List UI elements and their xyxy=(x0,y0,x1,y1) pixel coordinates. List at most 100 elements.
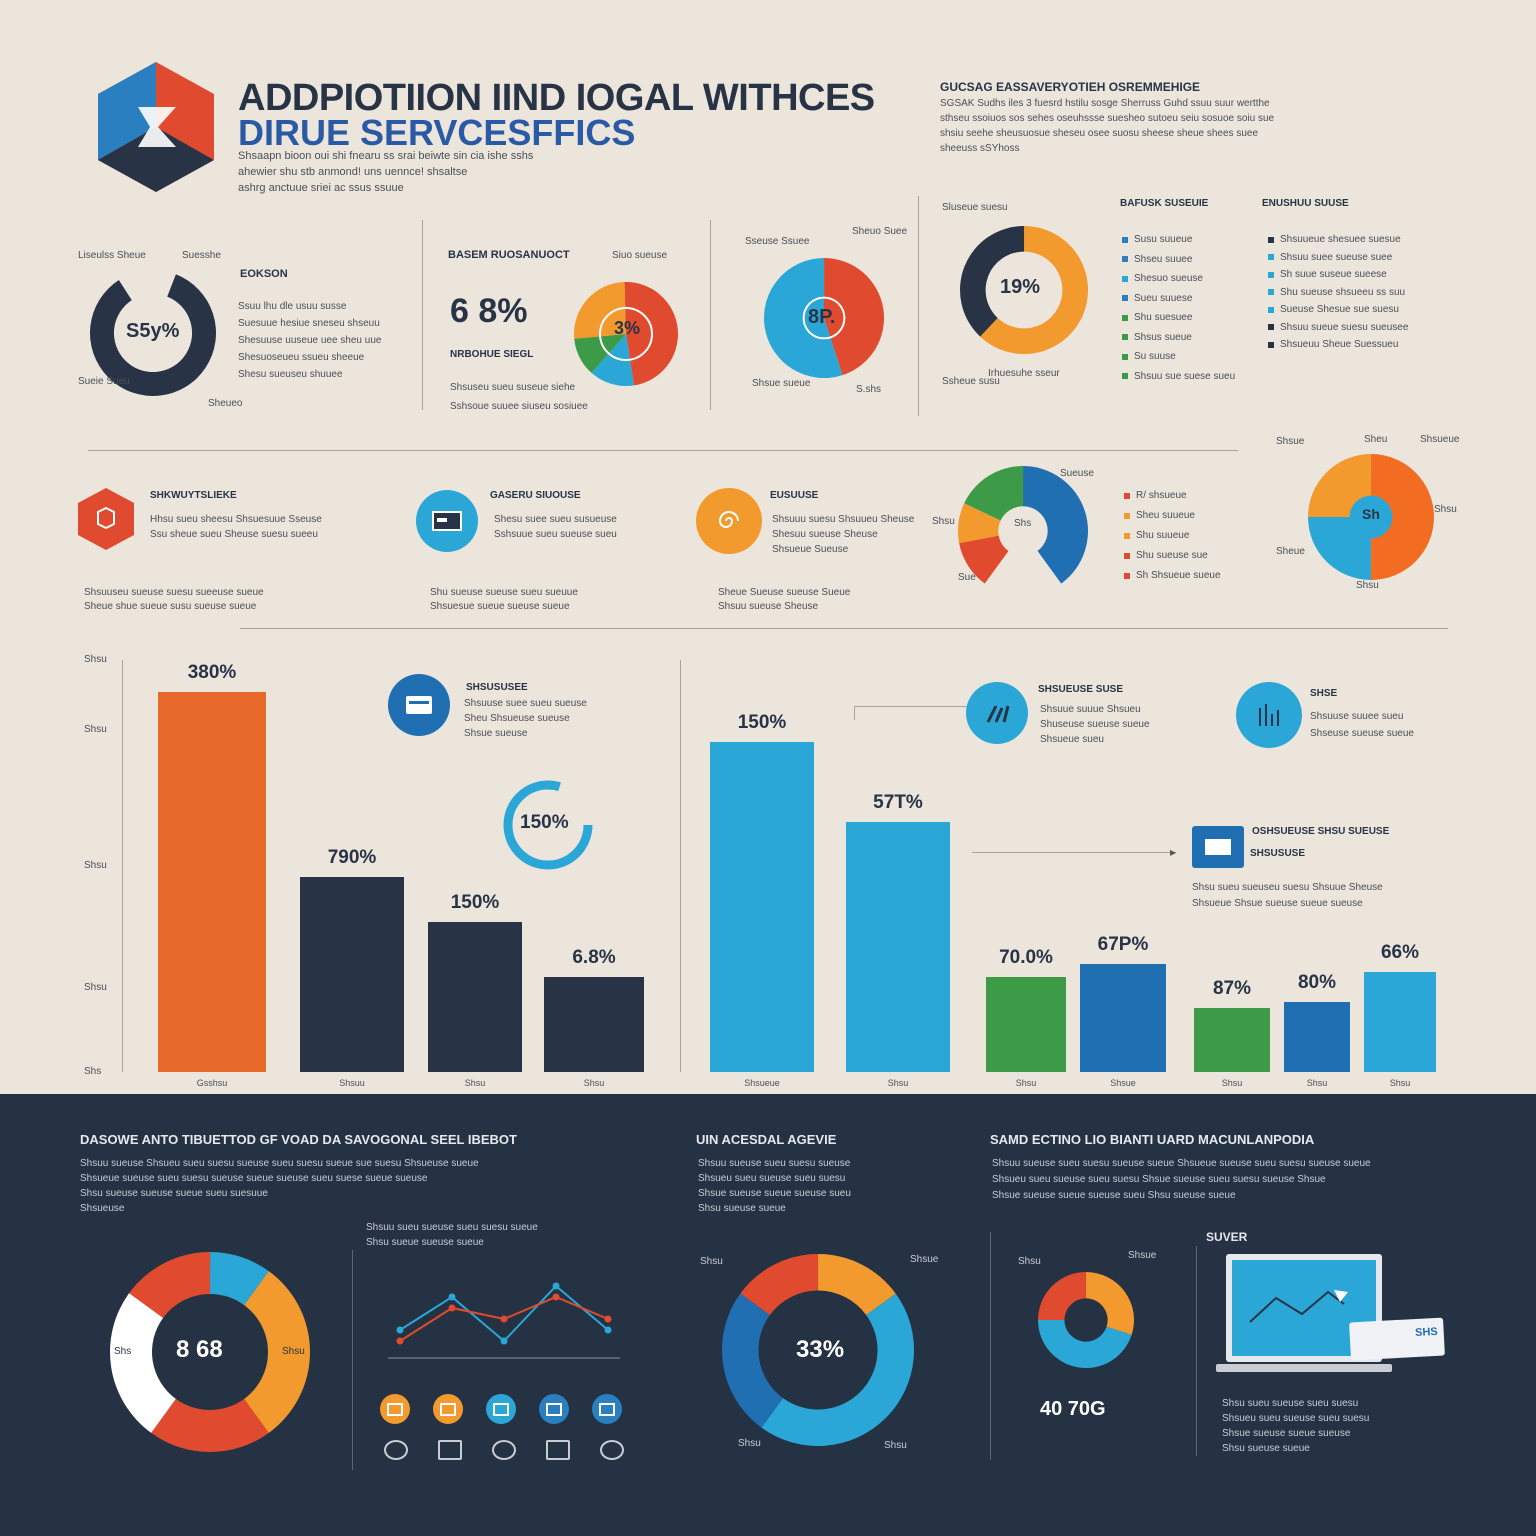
feature1-foot: Shsuuseu sueuse suesu sueeuse sueue Sheu… xyxy=(84,587,264,612)
pie3-slice-0 xyxy=(824,258,884,376)
line-point xyxy=(500,1337,508,1345)
callout-label: Siuo sueuse xyxy=(612,250,668,261)
line-point xyxy=(500,1315,508,1323)
legend-swatch xyxy=(1268,324,1274,330)
legend-item: Sh suue suseue sueese xyxy=(1268,269,1387,280)
legend-item: Sueuse Shesue sue suesu xyxy=(1268,304,1399,315)
legend-swatch xyxy=(1122,334,1128,340)
bar-category-label: Shsu xyxy=(1389,1078,1411,1088)
darkdonut2-slice-2 xyxy=(722,1293,783,1428)
legend-swatch xyxy=(1124,532,1130,539)
legend-swatch xyxy=(1124,512,1130,519)
donut-chart-5 xyxy=(958,466,1088,596)
callout2-text: Shsuue suuue Shsueu Shuseuse sueuse sueu… xyxy=(1040,704,1150,745)
callout4-text: Shsu sueu sueuseu suesu Shsuue Sheuse Sh… xyxy=(1192,882,1383,909)
legend-item: Shesuo sueuse xyxy=(1122,273,1203,284)
legend-col2-title: ENUSHUU SUUSE xyxy=(1262,198,1349,209)
bar-category-label: Shsue xyxy=(1110,1078,1136,1088)
card-icon xyxy=(388,674,450,736)
darkdonut-slice-0 xyxy=(210,1252,269,1306)
pie6-center: Sh xyxy=(1362,506,1380,522)
logo-hexagon xyxy=(98,62,214,192)
bar-category-label: Shsuu xyxy=(339,1078,365,1088)
divider xyxy=(240,628,1448,629)
spiral-icon xyxy=(696,488,762,554)
legend-item: Sueu suuese xyxy=(1122,293,1192,304)
line-chart xyxy=(388,1282,620,1359)
callout2-title: SHSUEUSE SUSE xyxy=(1038,684,1124,695)
line-point xyxy=(396,1326,404,1334)
legend-label: Shsuu sueue suesu sueusee xyxy=(1280,321,1409,333)
darkdonut-slice-2 xyxy=(151,1398,269,1452)
legend-label: Su suuse xyxy=(1134,351,1176,362)
donut4-value: 19% xyxy=(1000,276,1041,298)
donut5-slice-3 xyxy=(958,503,1001,544)
y-tick-label: Shs xyxy=(84,1066,102,1077)
donut1-text: Ssuu lhu dle usuu susse Suesuue hesiue s… xyxy=(238,301,382,380)
darkdonut3-slice-2 xyxy=(1038,1272,1087,1320)
bar xyxy=(1364,972,1436,1072)
donut-chart-4 xyxy=(960,226,1088,354)
line-point xyxy=(396,1337,404,1345)
pie-chart-3 xyxy=(764,258,884,378)
legend-swatch xyxy=(1124,572,1130,579)
tablet-icon xyxy=(546,1440,570,1460)
callout-label: Sheuo Suee xyxy=(852,226,908,237)
callout-label: Shsu xyxy=(1434,504,1457,515)
legend-item: Su suuse xyxy=(1122,351,1176,362)
header-right-heading: GUCSAG EASSAVERYOTIEH OSREMMEHIGE xyxy=(940,80,1201,94)
legend-swatch xyxy=(1268,289,1274,295)
dark-donut2-value: 33% xyxy=(796,1336,845,1363)
legend-swatch xyxy=(1122,236,1128,243)
legend-swatch xyxy=(1122,314,1128,321)
callout-label: Shsue xyxy=(910,1254,939,1265)
feature3-text: Shsuuu suesu Shsuueu Sheuse Shesuu sueus… xyxy=(772,514,915,555)
box-icon xyxy=(78,488,134,550)
legend-item: Shu suesuee xyxy=(1122,312,1192,323)
divider xyxy=(1196,1246,1197,1456)
legend-item: Shsus sueue xyxy=(1122,332,1192,343)
legend-item: R/ shsueue xyxy=(1124,490,1187,501)
darkdonut2-slice-3 xyxy=(740,1254,819,1315)
legend-label: Shsus sueue xyxy=(1134,331,1192,343)
bar-category-label: Shsu xyxy=(887,1078,909,1088)
legend-item: Shsuu suee sueuse suee xyxy=(1268,252,1392,263)
bar-category-label: Shsu xyxy=(1015,1078,1037,1088)
legend-item: Shu suueue xyxy=(1124,530,1189,541)
pie-chart-2 xyxy=(574,282,678,386)
donut5-slice-4 xyxy=(964,466,1024,521)
legend-label: Shsueuu Sheue Suessueu xyxy=(1280,339,1399,350)
darkdonut-slice-1 xyxy=(244,1271,310,1433)
legend-label: Shu suesuee xyxy=(1134,312,1193,323)
pie2-slice-3 xyxy=(574,282,626,339)
feature3-foot: Sheue Sueuse sueuse Sueue Shsuu sueuse S… xyxy=(718,587,851,612)
legend-swatch xyxy=(1268,306,1274,313)
bar xyxy=(1080,964,1166,1072)
dark-col2-text: Shsuu sueuse sueu suesu sueuse Shsueu su… xyxy=(698,1158,851,1214)
dark-col1-title: DASOWE ANTO TIBUETTOD GF VOAD DA SAVOGON… xyxy=(80,1132,517,1147)
callout-label: Shsue xyxy=(1128,1250,1157,1261)
callout-label: Sluseue suesu xyxy=(942,202,1008,213)
legend-swatch xyxy=(1122,353,1128,360)
globe-icon xyxy=(486,1394,516,1424)
legend-swatch xyxy=(1268,271,1274,278)
legend-label: Sh suue suseue sueese xyxy=(1280,269,1387,280)
legend-item: Shsuu sue suese sueu xyxy=(1122,371,1235,382)
device-icon xyxy=(1192,826,1244,868)
legend-item: Shsuu sueue suesu sueusee xyxy=(1268,322,1408,333)
bar-value-label: 790% xyxy=(327,847,377,868)
divider xyxy=(352,1250,353,1470)
dark-col3-title: SAMD ECTINO LIO BIANTI UARD MACUNLANPODI… xyxy=(990,1132,1315,1147)
callout-label: Shsu xyxy=(932,516,955,527)
bar-value-label: 6.8% xyxy=(572,947,616,968)
legend-swatch xyxy=(1122,295,1128,301)
legend-item: Shu sueuse shsueeu ss suu xyxy=(1268,287,1405,298)
callout-label: Sueie Sueu xyxy=(78,376,130,387)
callout-label: Sheueo xyxy=(208,398,243,409)
donut5-center: Shs xyxy=(1014,518,1032,529)
donut1-slice-0 xyxy=(90,274,217,396)
pie2-slice-2 xyxy=(574,334,626,373)
donut4-slice-1 xyxy=(960,226,1025,337)
bag-icon xyxy=(592,1394,622,1424)
pie2-slice-1 xyxy=(591,334,635,386)
